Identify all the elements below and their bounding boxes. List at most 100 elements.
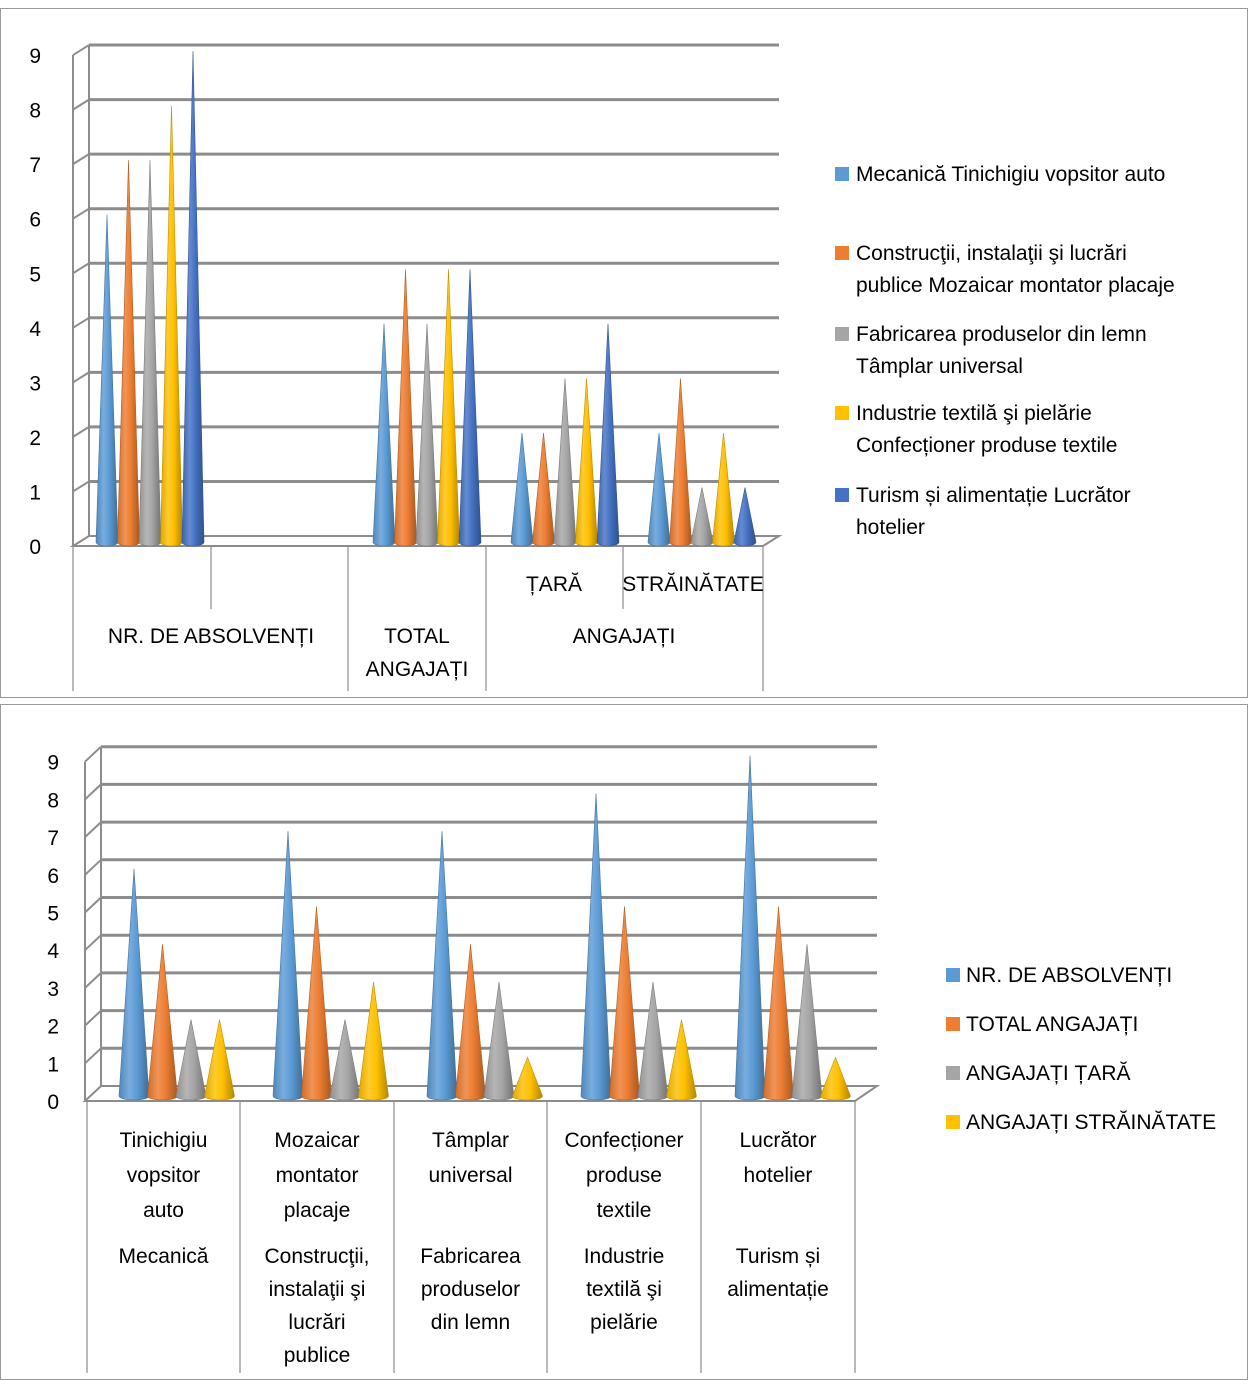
chart2-cone-confectioner-angajati-strainatate	[666, 1019, 697, 1101]
chart1-gridline-side	[72, 371, 90, 384]
chart2-category-group-label: Industrie	[584, 1245, 665, 1268]
chart1-category-label: ȚARĂ	[526, 573, 582, 596]
chart1-legend-swatch	[835, 488, 849, 502]
chart2-cone-lucrator-angajati-strainatate	[820, 1056, 851, 1101]
chart1-cone-strainatate-constructii-instalatii-s	[669, 378, 692, 547]
chart1-gridline-side	[72, 44, 90, 56]
chart1-legend-label: Construcţii, instalaţii şi lucrări	[856, 242, 1127, 265]
chart1-cone-total-angajati-fabricarea-produselor-di	[415, 323, 439, 547]
chart1-legend-label: Tâmplar universal	[856, 355, 1023, 378]
chart2-y-tick-label: 3	[47, 978, 59, 1001]
chart1-gridline-side	[72, 426, 90, 438]
chart1-category-label: TOTAL	[384, 625, 450, 648]
chart2-y-tick-label: 5	[47, 903, 59, 926]
chart1-legend-label: publice Mozaicar montator placaje	[856, 274, 1175, 297]
chart1-legend-label: Confecționer produse textile	[856, 434, 1118, 457]
chart1-cone-tara-mecanica-tinichigiu-vops	[510, 432, 534, 547]
chart2-category-group-label: Mecanică	[119, 1245, 209, 1268]
chart2-gridline-side	[84, 1009, 102, 1027]
chart1-legend-swatch	[835, 327, 849, 341]
chart2-category-group-label: Turism și	[736, 1245, 820, 1268]
chart1-cone-nr-de-absolventi-fabricarea-produselor-di	[138, 160, 162, 547]
chart1-group-label: ANGAJAȚI	[573, 625, 676, 648]
chart1-cone-tara-turism-si-alimentatie-lu	[596, 323, 620, 547]
chart1-legend-label: Industrie textilă şi pielărie	[856, 402, 1092, 425]
chart1-y-tick-label: 2	[29, 427, 41, 450]
chart1-category-label: STRĂINĂTATE	[622, 573, 764, 596]
chart1-y-tick-label: 8	[29, 100, 41, 123]
chart2-gridline-side	[84, 821, 102, 838]
chart2-category-group-label: Fabricarea	[420, 1245, 521, 1268]
chart2-category-label: auto	[143, 1199, 184, 1222]
chart1-legend-label: Fabricarea produselor din lemn	[856, 323, 1147, 346]
chart1-y-tick-label: 0	[29, 536, 41, 559]
chart1-legend-label: hotelier	[856, 516, 925, 539]
chart2-cone-mozaicar-angajati-tara	[329, 1019, 361, 1101]
chart2-category-label: produse	[586, 1164, 662, 1187]
chart2-category-label: Confecționer	[564, 1129, 683, 1152]
chart1-cone-total-angajati-turism-si-alimentatie-lu	[458, 269, 482, 547]
chart2-category-label: montator	[276, 1164, 359, 1187]
chart2-cone-mozaicar-angajati-strainatate	[358, 981, 389, 1101]
chart1-legend-swatch	[835, 167, 849, 181]
chart2-category-label: hotelier	[744, 1164, 813, 1187]
chart1-y-tick-label: 5	[29, 263, 41, 286]
chart-panel-by-qualification: 0 1 2 3 4 5 6 7 8 9 Tinichigiu vopsitor auto Mecanică…	[0, 704, 1248, 1380]
chart2-cone-tinichigiu-angajati-strainatate	[204, 1019, 235, 1101]
chart2-gridline-side	[84, 1047, 102, 1065]
chart2-y-tick-label: 8	[47, 789, 59, 812]
chart2-legend-swatch	[946, 1017, 960, 1031]
chart2-y-tick-label: 0	[47, 1091, 59, 1114]
chart2-legend-label: TOTAL ANGAJAȚI	[966, 1013, 1138, 1036]
chart2-legend-label: NR. DE ABSOLVENȚI	[966, 964, 1172, 987]
chart2-cone-mozaicar-nr-de-absolventi	[272, 831, 304, 1101]
chart2-cone-lucrator-nr-de-absolventi	[734, 755, 766, 1101]
chart2-category-label: Tâmplar	[432, 1129, 509, 1152]
chart2-category-group-label: textilă şi	[586, 1278, 662, 1301]
chart1-cone-total-angajati-mecanica-tinichigiu-vops	[372, 323, 396, 547]
chart2-legend-label: ANGAJAȚI ȚARĂ	[966, 1062, 1131, 1085]
chart1-gridline-side	[72, 207, 90, 220]
chart2-y-tick-label: 2	[47, 1016, 59, 1039]
chart2-legend-label: ANGAJAȚI STRĂINĂTATE	[966, 1111, 1216, 1134]
chart2-category-label: Lucrător	[739, 1129, 816, 1152]
chart2-legend-swatch	[946, 968, 960, 982]
chart1-legend-swatch	[835, 406, 849, 420]
chart2-cone-tamplar-nr-de-absolventi	[426, 831, 458, 1101]
chart2-cone-confectioner-nr-de-absolventi	[580, 793, 612, 1101]
chart2-cone-tinichigiu-total-angajati	[147, 944, 178, 1101]
chart1-cone-strainatate-fabricarea-produselor-di	[690, 487, 714, 547]
chart2-cone-lucrator-angajati-tara	[791, 944, 823, 1101]
chart1-gridline-side	[72, 480, 90, 493]
chart1-legend-swatch	[835, 246, 849, 260]
chart1-y-tick-label: 9	[29, 45, 41, 68]
chart1-gridline-side	[72, 262, 90, 275]
chart1-cone-total-angajati-constructii-instalatii-s	[394, 269, 417, 547]
chart2-cone-tinichigiu-nr-de-absolventi	[118, 868, 150, 1101]
chart2-category-label: textile	[597, 1199, 652, 1222]
chart1-cone-tara-fabricarea-produselor-di	[553, 378, 577, 547]
chart1-y-tick-label: 7	[29, 154, 41, 177]
chart-panel-graduates-by-indicator: 0 1 2 3 4 5 6 7 8 9 NR. DE ABSOLVENȚI TOTAL ANGAJAȚI…	[0, 8, 1248, 698]
chart1-cone-strainatate-mecanica-tinichigiu-vops	[647, 432, 671, 547]
chart2-y-tick-label: 9	[47, 752, 59, 775]
chart2-category-label: vopsitor	[127, 1164, 201, 1187]
chart2-category-group-label: produselor	[421, 1278, 520, 1301]
chart2-cone-tinichigiu-angajati-tara	[175, 1019, 207, 1101]
chart1-cone-strainatate-industrie-textila-si-pie	[712, 432, 735, 547]
chart1-cone-tara-industrie-textila-si-pie	[575, 378, 598, 547]
chart2-gridline-side	[84, 783, 102, 801]
chart2-category-label: Tinichigiu	[120, 1129, 208, 1152]
chart1-y-tick-label: 4	[29, 318, 41, 341]
chart2-cone-confectioner-angajati-tara	[637, 981, 669, 1101]
cone-chart-by-qualification: 0 1 2 3 4 5 6 7 8 9 Tinichigiu vopsitor auto Mecanică…	[47, 745, 1216, 1373]
chart2-category-label: placaje	[284, 1199, 351, 1222]
chart2-gridline-side	[84, 745, 102, 763]
chart1-cone-strainatate-turism-si-alimentatie-lu	[733, 487, 757, 547]
chart2-gridline-side	[84, 896, 102, 914]
chart2-category-group-label: instalaţii şi	[269, 1278, 366, 1301]
chart1-y-tick-label: 1	[29, 481, 41, 504]
chart1-cone-total-angajati-industrie-textila-si-pie	[437, 269, 460, 547]
chart2-cone-tamplar-angajati-strainatate	[512, 1056, 543, 1101]
chart2-cone-tamplar-angajati-tara	[483, 981, 515, 1101]
